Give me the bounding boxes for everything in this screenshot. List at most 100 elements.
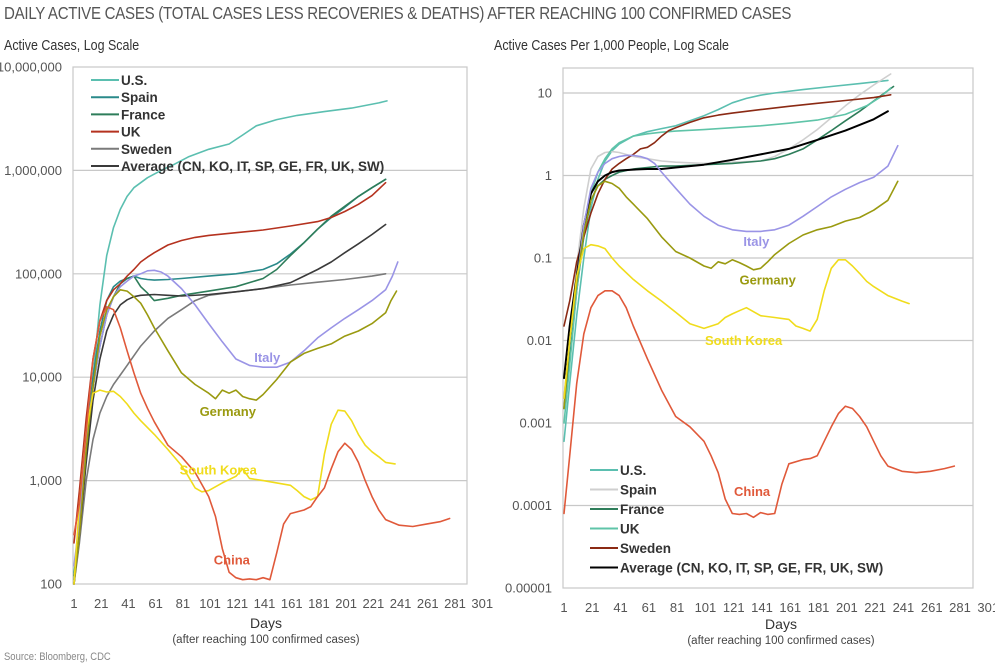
left-annotation-italy: Italy bbox=[254, 350, 281, 365]
right-series-sweden bbox=[563, 94, 892, 327]
left-x-tick-label: 261 bbox=[417, 596, 439, 611]
left-annotation-china: China bbox=[214, 552, 251, 567]
left-legend-label: France bbox=[121, 107, 166, 122]
right-y-tick-label: 0.0001 bbox=[512, 498, 552, 513]
left-legend-item: France bbox=[91, 107, 166, 122]
right-x-tick-label: 201 bbox=[836, 600, 858, 615]
right-series-china bbox=[563, 289, 956, 519]
left-y-tick-label: 1,000,000 bbox=[4, 163, 62, 178]
left-legend-item: UK bbox=[91, 125, 141, 140]
left-series-sweden bbox=[73, 272, 387, 585]
right-x-tick-label: 1 bbox=[560, 600, 567, 615]
left-y-tick-label: 100 bbox=[40, 577, 62, 592]
right-y-tick-label: 10 bbox=[538, 86, 552, 101]
right-series-germany bbox=[563, 180, 899, 410]
left-series-italy bbox=[73, 261, 399, 567]
left-series-u-s bbox=[73, 100, 388, 574]
left-series-china bbox=[73, 305, 451, 581]
right-x-tick-label: 141 bbox=[751, 600, 773, 615]
right-x-axis-label: Days bbox=[765, 616, 797, 632]
right-y-tick-label: 0.00001 bbox=[505, 581, 552, 596]
right-legend-label: U.S. bbox=[620, 463, 646, 478]
right-y-tick-label: 0.001 bbox=[519, 416, 552, 431]
left-legend-label: Sweden bbox=[121, 142, 172, 157]
right-x-tick-label: 301 bbox=[977, 600, 995, 615]
left-y-tick-label: 100,000 bbox=[15, 266, 62, 281]
left-legend-label: UK bbox=[121, 125, 141, 140]
right-x-tick-label: 281 bbox=[949, 600, 971, 615]
left-x-tick-label: 161 bbox=[281, 596, 303, 611]
right-x-tick-label: 101 bbox=[695, 600, 717, 615]
right-legend-label: Average (CN, KO, IT, SP, GE, FR, UK, SW) bbox=[620, 561, 883, 576]
left-x-tick-label: 241 bbox=[390, 596, 412, 611]
right-legend-item: U.S. bbox=[590, 463, 646, 478]
left-x-tick-label: 121 bbox=[226, 596, 248, 611]
left-legend-item: U.S. bbox=[91, 73, 147, 88]
right-legend-label: Sweden bbox=[620, 541, 671, 556]
left-x-tick-label: 21 bbox=[94, 596, 108, 611]
left-y-tick-label: 10,000 bbox=[22, 370, 62, 385]
left-x-tick-label: 141 bbox=[254, 596, 276, 611]
right-series-italy bbox=[563, 144, 899, 400]
right-x-tick-label: 221 bbox=[864, 600, 886, 615]
right-y-tick-label: 0.01 bbox=[527, 333, 552, 348]
right-x-axis-sublabel: (after reaching 100 confirmed cases) bbox=[687, 635, 874, 647]
left-chart-title: Active Cases, Log Scale bbox=[4, 38, 140, 54]
left-x-axis-label: Days bbox=[250, 615, 282, 631]
right-x-tick-label: 41 bbox=[613, 600, 627, 615]
left-x-tick-label: 101 bbox=[199, 596, 221, 611]
left-legend-label: Average (CN, KO, IT, SP, GE, FR, UK, SW) bbox=[121, 159, 384, 174]
left-series-germany bbox=[73, 288, 398, 585]
right-legend-label: UK bbox=[620, 522, 640, 537]
right-chart-title: Active Cases Per 1,000 People, Log Scale bbox=[494, 38, 729, 54]
left-x-tick-label: 81 bbox=[176, 596, 190, 611]
left-legend-label: Spain bbox=[121, 90, 158, 105]
right-y-tick-label: 0.1 bbox=[534, 251, 552, 266]
left-legend-item: Sweden bbox=[91, 142, 172, 157]
right-annotation-south-korea: South Korea bbox=[705, 333, 783, 348]
left-annotation-germany: Germany bbox=[200, 404, 257, 419]
left-x-tick-label: 301 bbox=[471, 596, 493, 611]
right-legend-label: Spain bbox=[620, 483, 657, 498]
right-x-tick-label: 61 bbox=[642, 600, 656, 615]
left-series-average-cn-ko-it-sp-ge-fr-uk-sw bbox=[73, 223, 387, 585]
right-y-tick-label: 1 bbox=[545, 168, 552, 183]
left-plot-area bbox=[72, 66, 468, 585]
right-legend-label: France bbox=[620, 502, 665, 517]
left-x-tick-label: 181 bbox=[308, 596, 330, 611]
left-y-tick-label: 1,000 bbox=[29, 473, 62, 488]
left-series-south-korea bbox=[73, 389, 396, 585]
left-legend-item: Average (CN, KO, IT, SP, GE, FR, UK, SW) bbox=[91, 159, 384, 174]
source-note: Source: Bloomberg, CDC bbox=[4, 651, 111, 663]
main-title: DAILY ACTIVE CASES (TOTAL CASES LESS REC… bbox=[4, 3, 792, 23]
right-annotation-italy: Italy bbox=[743, 234, 770, 249]
right-legend-item: France bbox=[590, 502, 665, 517]
left-x-tick-label: 221 bbox=[363, 596, 385, 611]
right-x-tick-label: 121 bbox=[723, 600, 745, 615]
right-legend-item: Average (CN, KO, IT, SP, GE, FR, UK, SW) bbox=[590, 561, 883, 576]
right-x-tick-label: 261 bbox=[921, 600, 943, 615]
right-legend-item: UK bbox=[590, 522, 640, 537]
left-annotation-south-korea: South Korea bbox=[180, 462, 258, 477]
right-legend-item: Spain bbox=[590, 483, 657, 498]
right-x-tick-label: 181 bbox=[808, 600, 830, 615]
right-legend-item: Sweden bbox=[590, 541, 671, 556]
right-annotation-germany: Germany bbox=[739, 272, 796, 287]
left-x-tick-label: 1 bbox=[70, 596, 77, 611]
right-series-south-korea bbox=[563, 243, 910, 400]
right-x-tick-label: 241 bbox=[893, 600, 915, 615]
left-y-tick-label: 10,000,000 bbox=[0, 60, 62, 75]
left-legend-label: U.S. bbox=[121, 73, 147, 88]
left-x-axis-sublabel: (after reaching 100 confirmed cases) bbox=[172, 634, 359, 646]
left-x-tick-label: 41 bbox=[121, 596, 135, 611]
left-x-tick-label: 281 bbox=[444, 596, 466, 611]
left-legend-item: Spain bbox=[91, 90, 158, 105]
right-x-tick-label: 81 bbox=[670, 600, 684, 615]
right-x-tick-label: 161 bbox=[779, 600, 801, 615]
right-x-tick-label: 21 bbox=[585, 600, 599, 615]
right-annotation-china: China bbox=[734, 484, 771, 499]
left-x-tick-label: 61 bbox=[148, 596, 162, 611]
left-x-tick-label: 201 bbox=[335, 596, 357, 611]
